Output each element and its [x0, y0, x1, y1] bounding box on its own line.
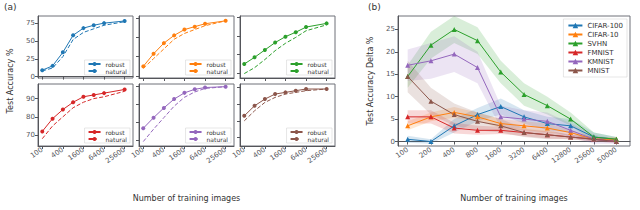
svg-text:1600: 1600 [168, 146, 187, 163]
svg-text:Number of training images: Number of training images [133, 194, 241, 203]
svg-text:5: 5 [391, 115, 395, 123]
svg-text:0: 0 [391, 138, 395, 146]
svg-text:FMNIST: FMNIST [587, 49, 614, 57]
svg-text:6400: 6400 [289, 146, 308, 163]
svg-text:100: 100 [231, 146, 247, 160]
svg-text:25: 25 [386, 25, 395, 33]
svg-text:natural: natural [308, 68, 330, 75]
svg-text:1600: 1600 [484, 146, 503, 163]
svg-text:400: 400 [50, 146, 66, 160]
svg-text:natural: natural [207, 136, 229, 143]
svg-text:25: 25 [26, 55, 35, 63]
svg-text:robust: robust [207, 129, 227, 136]
svg-text:(b): (b) [368, 2, 381, 12]
svg-text:800: 800 [464, 146, 480, 160]
svg-text:75: 75 [26, 19, 35, 27]
svg-text:CIFAR-10: CIFAR-10 [587, 31, 618, 39]
svg-text:robust: robust [308, 129, 328, 136]
svg-text:Test Accuracy Delta %: Test Accuracy Delta % [366, 36, 375, 126]
svg-text:80: 80 [26, 113, 35, 121]
svg-text:1600: 1600 [269, 146, 288, 163]
svg-text:70: 70 [26, 131, 35, 139]
svg-text:25600: 25600 [104, 146, 127, 165]
svg-text:SVHN: SVHN [587, 40, 607, 48]
svg-text:Test Accuracy %: Test Accuracy % [6, 48, 15, 114]
svg-text:6400: 6400 [188, 146, 207, 163]
svg-text:robust: robust [207, 61, 227, 68]
svg-text:90: 90 [26, 95, 35, 103]
svg-text:100: 100 [394, 146, 410, 160]
svg-text:15: 15 [386, 70, 395, 78]
svg-text:natural: natural [106, 68, 128, 75]
svg-text:12800: 12800 [550, 146, 573, 165]
svg-text:natural: natural [106, 136, 128, 143]
svg-text:100: 100 [29, 146, 45, 160]
svg-text:robust: robust [106, 61, 126, 68]
svg-text:0: 0 [31, 73, 35, 81]
svg-text:400: 400 [441, 146, 457, 160]
svg-text:MNIST: MNIST [587, 67, 610, 75]
svg-text:25600: 25600 [306, 146, 329, 165]
svg-text:100: 100 [130, 146, 146, 160]
svg-text:400: 400 [151, 146, 167, 160]
svg-text:3200: 3200 [507, 146, 526, 163]
svg-text:50000: 50000 [596, 146, 619, 165]
svg-text:natural: natural [308, 136, 330, 143]
svg-text:natural: natural [207, 68, 229, 75]
svg-text:25600: 25600 [573, 146, 596, 165]
svg-text:50: 50 [26, 37, 35, 45]
svg-text:1600: 1600 [67, 146, 86, 163]
svg-text:400: 400 [252, 146, 268, 160]
svg-text:20: 20 [386, 48, 395, 56]
svg-text:robust: robust [308, 61, 328, 68]
svg-text:6400: 6400 [87, 146, 106, 163]
svg-text:25600: 25600 [205, 146, 228, 165]
svg-text:robust: robust [106, 129, 126, 136]
svg-text:KMNIST: KMNIST [587, 58, 614, 66]
svg-text:6400: 6400 [530, 146, 549, 163]
svg-text:10: 10 [386, 93, 395, 101]
svg-text:(a): (a) [4, 2, 17, 12]
svg-text:200: 200 [418, 146, 434, 160]
svg-text:CIFAR-100: CIFAR-100 [587, 22, 623, 30]
svg-text:Number of training images: Number of training images [460, 194, 568, 203]
